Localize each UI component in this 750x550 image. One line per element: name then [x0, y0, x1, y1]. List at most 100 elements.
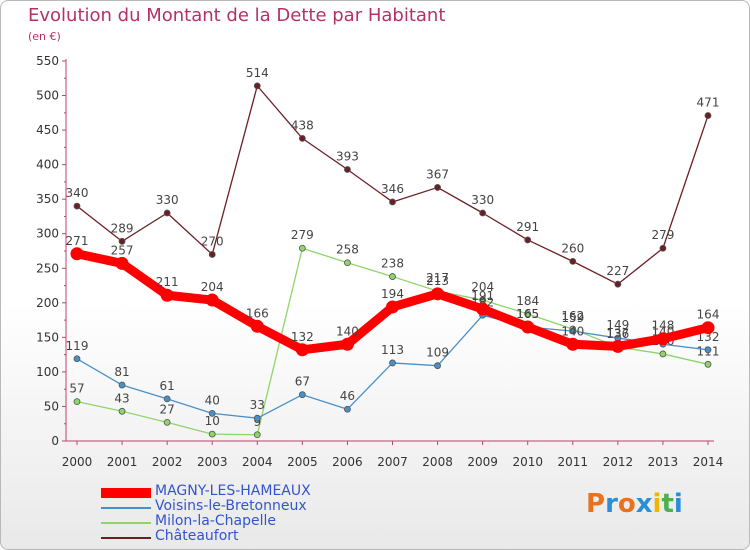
data-label: 27 [160, 402, 175, 416]
y-tick-label: 50 [44, 399, 59, 413]
data-point [521, 320, 535, 334]
data-point [208, 409, 216, 417]
data-point [434, 184, 441, 191]
x-tick-label: 2002 [152, 455, 183, 469]
data-label: 166 [246, 306, 269, 320]
data-label: 165 [516, 307, 539, 321]
data-label: 191 [471, 289, 494, 303]
data-label: 184 [516, 294, 539, 308]
data-point [208, 251, 216, 258]
x-tick-label: 2010 [512, 455, 543, 469]
logo-letter: r [605, 489, 618, 519]
data-point [73, 202, 81, 210]
y-tick-label: 250 [36, 261, 59, 275]
data-point [344, 166, 351, 173]
legend-swatch [101, 488, 151, 498]
data-label: 33 [250, 398, 265, 412]
data-point [476, 302, 490, 316]
data-label: 119 [66, 339, 89, 353]
data-point [569, 327, 577, 335]
data-point [656, 332, 670, 346]
data-label: 67 [295, 375, 310, 389]
x-tick-label: 2007 [377, 455, 408, 469]
x-tick-label: 2000 [62, 455, 93, 469]
data-label: 81 [114, 365, 129, 379]
data-label: 162 [561, 309, 584, 323]
data-label: 137 [606, 326, 629, 340]
y-tick-label: 100 [36, 365, 59, 379]
legend-label: Milon-la-Chapelle [155, 513, 276, 529]
data-label: 148 [651, 319, 674, 333]
data-label: 330 [156, 193, 179, 207]
data-point [566, 337, 580, 351]
data-point [163, 418, 171, 426]
x-tick-label: 2009 [467, 455, 498, 469]
data-point [340, 337, 354, 351]
data-label: 217 [426, 271, 449, 285]
data-label: 271 [66, 234, 89, 248]
data-label: 330 [471, 193, 494, 207]
y-tick-label: 200 [36, 296, 59, 310]
y-tick-label: 0 [51, 434, 59, 448]
data-point [389, 359, 396, 367]
legend-label: Châteaufort [155, 528, 239, 544]
x-tick-label: 2008 [422, 455, 453, 469]
data-point [73, 355, 81, 363]
data-point [704, 346, 712, 354]
data-label: 9 [253, 415, 261, 429]
data-label: 438 [291, 118, 314, 132]
data-label: 257 [111, 243, 134, 257]
y-tick-label: 400 [36, 158, 59, 172]
data-point [701, 321, 715, 335]
data-label: 204 [471, 280, 494, 294]
chart-title: Evolution du Montant de la Dette par Hab… [28, 5, 446, 26]
data-label: 279 [651, 228, 674, 242]
data-point [250, 319, 264, 333]
data-point [434, 362, 441, 370]
data-label: 471 [697, 96, 720, 110]
y-tick-label: 350 [36, 192, 59, 206]
data-label: 258 [336, 243, 359, 257]
data-point [208, 430, 216, 438]
data-label: 10 [205, 414, 220, 428]
data-point [163, 209, 171, 217]
data-label: 211 [156, 275, 179, 289]
data-label: 149 [606, 318, 629, 332]
legend-label: MAGNY-LES-HAMEAUX [155, 483, 311, 499]
data-label: 194 [381, 287, 404, 301]
data-label: 279 [291, 228, 314, 242]
y-tick-label: 450 [36, 123, 59, 137]
proxiti-logo: Proxiti [586, 489, 683, 519]
x-tick-label: 2011 [558, 455, 589, 469]
data-point [118, 381, 126, 389]
data-label: 40 [205, 393, 220, 407]
data-point [569, 257, 577, 265]
data-point [386, 300, 399, 314]
data-label: 291 [516, 220, 539, 234]
data-point [659, 244, 667, 252]
data-point [298, 391, 306, 399]
logo-letter: t [661, 489, 674, 519]
data-label: 238 [381, 257, 404, 271]
data-label: 260 [561, 241, 584, 255]
data-label: 140 [336, 324, 359, 338]
data-label: 393 [336, 149, 359, 163]
data-label: 46 [340, 389, 355, 403]
logo-letter: i [673, 489, 683, 519]
legend-label: Voisins-le-Bretonneux [155, 498, 307, 514]
x-tick-label: 2004 [242, 455, 273, 469]
data-point [704, 360, 712, 368]
data-point [298, 244, 306, 252]
data-point [73, 398, 81, 406]
data-point [118, 237, 126, 245]
data-point [70, 247, 84, 261]
data-label: 204 [201, 280, 224, 294]
data-label: 227 [606, 264, 629, 278]
data-point [704, 112, 712, 119]
data-point [344, 405, 351, 413]
data-label: 340 [66, 186, 89, 200]
data-point [389, 198, 396, 206]
x-tick-label: 2014 [693, 455, 724, 469]
data-point [614, 280, 622, 288]
